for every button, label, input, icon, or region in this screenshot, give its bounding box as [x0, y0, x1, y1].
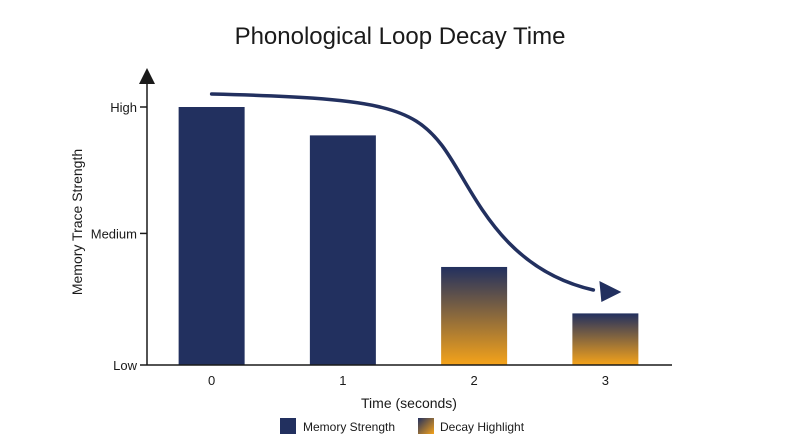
y-tick-label: Medium [91, 226, 137, 241]
x-axis-label: Time (seconds) [361, 395, 457, 411]
legend-swatch-memory [280, 418, 296, 434]
trend-arrow-curve [209, 92, 596, 292]
x-tick-label: 2 [471, 373, 478, 388]
bar-3 [572, 313, 639, 365]
y-axis-label: Memory Trace Strength [69, 149, 85, 295]
x-tick-label: 0 [208, 373, 215, 388]
bars-group [178, 107, 639, 365]
chart-title: Phonological Loop Decay Time [235, 23, 566, 50]
legend-label-memory: Memory Strength [303, 420, 395, 434]
trend-arrow-head [599, 281, 622, 302]
legend-label-decay: Decay Highlight [440, 420, 525, 434]
legend-swatch-decay [418, 418, 434, 434]
ticks-group: 0 1 2 3 High Medium Low [91, 100, 609, 388]
y-tick-label: Low [113, 358, 137, 373]
y-axis-arrow-icon [139, 68, 155, 84]
legend: Memory Strength Decay Highlight [280, 418, 525, 434]
bar-2 [441, 266, 508, 365]
x-tick-label: 3 [602, 373, 609, 388]
bar-1 [309, 135, 376, 365]
x-tick-label: 1 [339, 373, 346, 388]
bar-0 [178, 107, 245, 365]
y-tick-label: High [110, 100, 137, 115]
